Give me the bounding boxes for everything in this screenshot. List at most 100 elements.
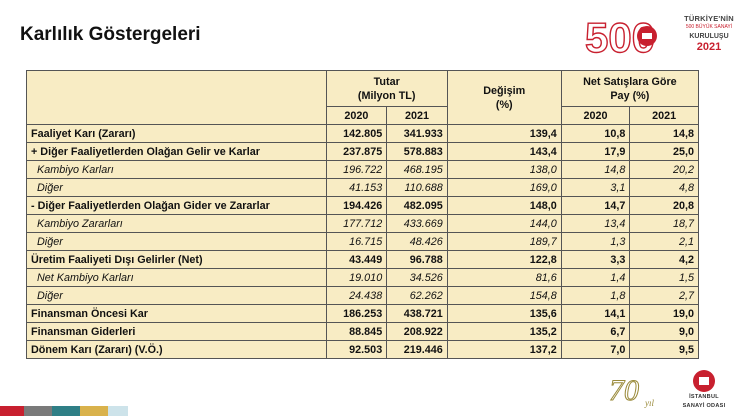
profitability-table: Tutar (Milyon TL) Değişim (%) Net Satışl… xyxy=(26,70,700,359)
footer-stripe-light xyxy=(108,406,128,416)
cell-2021: 482.095 xyxy=(386,196,448,215)
row-label: Diğer xyxy=(26,178,327,197)
cell-change: 169,0 xyxy=(446,178,562,197)
header-tutar-label: Tutar xyxy=(373,75,400,88)
table-row: Kambiyo Karları 196.722 468.195 138,0 14… xyxy=(26,160,699,179)
cell-share-2021: 9,5 xyxy=(629,340,699,359)
cell-share-2021: 1,5 xyxy=(629,268,699,287)
cell-share-2021: 19,0 xyxy=(629,304,699,323)
cell-share-2021: 18,7 xyxy=(629,214,699,233)
cell-2021: 219.446 xyxy=(386,340,448,359)
row-label: Net Kambiyo Karları xyxy=(26,268,327,287)
footer-stripe-red xyxy=(0,406,24,416)
footer-stripe-gold xyxy=(80,406,108,416)
cell-change: 189,7 xyxy=(446,232,562,251)
cell-2020: 186.253 xyxy=(325,304,388,323)
cell-2020: 16.715 xyxy=(325,232,388,251)
table-row: Diğer 16.715 48.426 189,7 1,3 2,1 xyxy=(26,232,699,251)
cell-2020: 88.845 xyxy=(325,322,388,341)
cell-share-2021: 2,7 xyxy=(629,286,699,305)
header-year-2021: 2021 xyxy=(386,106,448,125)
anniversary-number: 70 xyxy=(609,374,639,407)
row-label: Üretim Faaliyeti Dışı Gelirler (Net) xyxy=(26,250,327,269)
cell-2020: 92.503 xyxy=(325,340,388,359)
cell-share-2020: 13,4 xyxy=(560,214,631,233)
row-label: Finansman Giderleri xyxy=(26,322,327,341)
cell-2021: 48.426 xyxy=(386,232,448,251)
cell-2020: 43.449 xyxy=(325,250,388,269)
cell-change: 135,2 xyxy=(446,322,562,341)
logo-line1: TÜRKİYE'NİN xyxy=(684,14,734,23)
cell-2021: 110.688 xyxy=(386,178,448,197)
cell-share-2020: 14,8 xyxy=(560,160,631,179)
cell-2020: 177.712 xyxy=(325,214,388,233)
anniversary-70-logo: 70 yıl xyxy=(609,374,655,409)
cell-change: 144,0 xyxy=(446,214,562,233)
cell-2021: 468.195 xyxy=(386,160,448,179)
cell-2020: 142.805 xyxy=(325,124,388,143)
cell-share-2021: 9,0 xyxy=(629,322,699,341)
header-pay: Net Satışlara Göre Pay (%) xyxy=(560,70,700,107)
row-label: Finansman Öncesi Kar xyxy=(26,304,327,323)
cell-share-2020: 1,4 xyxy=(560,268,631,287)
anniversary-word: yıl xyxy=(644,398,654,408)
cell-share-2021: 25,0 xyxy=(629,142,699,161)
cell-change: 81,6 xyxy=(446,268,562,287)
cell-2020: 237.875 xyxy=(325,142,388,161)
cell-2021: 438.721 xyxy=(386,304,448,323)
cell-share-2020: 7,0 xyxy=(560,340,631,359)
header-pay-2021: 2021 xyxy=(629,106,699,125)
cell-2020: 194.426 xyxy=(325,196,388,215)
table-row: Diğer 24.438 62.262 154,8 1,8 2,7 xyxy=(26,286,699,305)
table-row: Net Kambiyo Karları 19.010 34.526 81,6 1… xyxy=(26,268,699,287)
header-pay-2020: 2020 xyxy=(560,106,631,125)
cell-change: 143,4 xyxy=(446,142,562,161)
row-label: + Diğer Faaliyetlerden Olağan Gelir ve K… xyxy=(26,142,327,161)
footer-stripe-gray xyxy=(24,406,52,416)
cell-2021: 208.922 xyxy=(386,322,448,341)
cell-share-2021: 4,8 xyxy=(629,178,699,197)
header-degisim: Değişim (%) xyxy=(446,70,562,125)
isb-500-logo-text: TÜRKİYE'NİN 500 BÜYÜK SANAYİ KURULUŞU 20… xyxy=(680,14,738,54)
row-label: Kambiyo Zararları xyxy=(26,214,327,233)
cell-change: 137,2 xyxy=(446,340,562,359)
table-row: Üretim Faaliyeti Dışı Gelirler (Net) 43.… xyxy=(26,250,699,269)
cell-2020: 41.153 xyxy=(325,178,388,197)
cell-share-2020: 3,1 xyxy=(560,178,631,197)
cell-share-2021: 14,8 xyxy=(629,124,699,143)
cell-2021: 96.788 xyxy=(386,250,448,269)
cell-share-2020: 1,3 xyxy=(560,232,631,251)
cell-change: 154,8 xyxy=(446,286,562,305)
cell-2020: 24.438 xyxy=(325,286,388,305)
row-label: Faaliyet Karı (Zararı) xyxy=(26,124,327,143)
cell-2020: 19.010 xyxy=(325,268,388,287)
cell-share-2020: 14,7 xyxy=(560,196,631,215)
cell-change: 139,4 xyxy=(446,124,562,143)
cell-share-2020: 14,1 xyxy=(560,304,631,323)
row-label: Kambiyo Karları xyxy=(26,160,327,179)
table-row: Kambiyo Zararları 177.712 433.669 144,0 … xyxy=(26,214,699,233)
footer-stripe-teal xyxy=(52,406,80,416)
header-pay-label: Net Satışlara Göre xyxy=(583,75,677,88)
cell-2021: 62.262 xyxy=(386,286,448,305)
header-blank xyxy=(26,70,327,125)
row-label: Dönem Karı (Zararı) (V.Ö.) xyxy=(26,340,327,359)
table-row: - Diğer Faaliyetlerden Olağan Gider ve Z… xyxy=(26,196,699,215)
logo-year: 2021 xyxy=(696,41,722,53)
cell-share-2020: 17,9 xyxy=(560,142,631,161)
logo-line2: 500 BÜYÜK SANAYİ xyxy=(685,24,733,30)
cell-change: 122,8 xyxy=(446,250,562,269)
table-row: Faaliyet Karı (Zararı) 142.805 341.933 1… xyxy=(26,124,699,143)
page-title: Karlılık Göstergeleri xyxy=(20,24,201,45)
cell-share-2020: 1,8 xyxy=(560,286,631,305)
cell-2021: 433.669 xyxy=(386,214,448,233)
cell-2021: 34.526 xyxy=(386,268,448,287)
cell-share-2021: 2,1 xyxy=(629,232,699,251)
table-row: Diğer 41.153 110.688 169,0 3,1 4,8 xyxy=(26,178,699,197)
header-pay-unit: Pay (%) xyxy=(610,89,650,102)
cell-change: 135,6 xyxy=(446,304,562,323)
header-tutar: Tutar (Milyon TL) xyxy=(325,70,448,107)
row-label: Diğer xyxy=(26,232,327,251)
iso-line2: SANAYİ ODASI xyxy=(682,403,726,409)
isb-500-logo: 500 xyxy=(585,14,657,56)
